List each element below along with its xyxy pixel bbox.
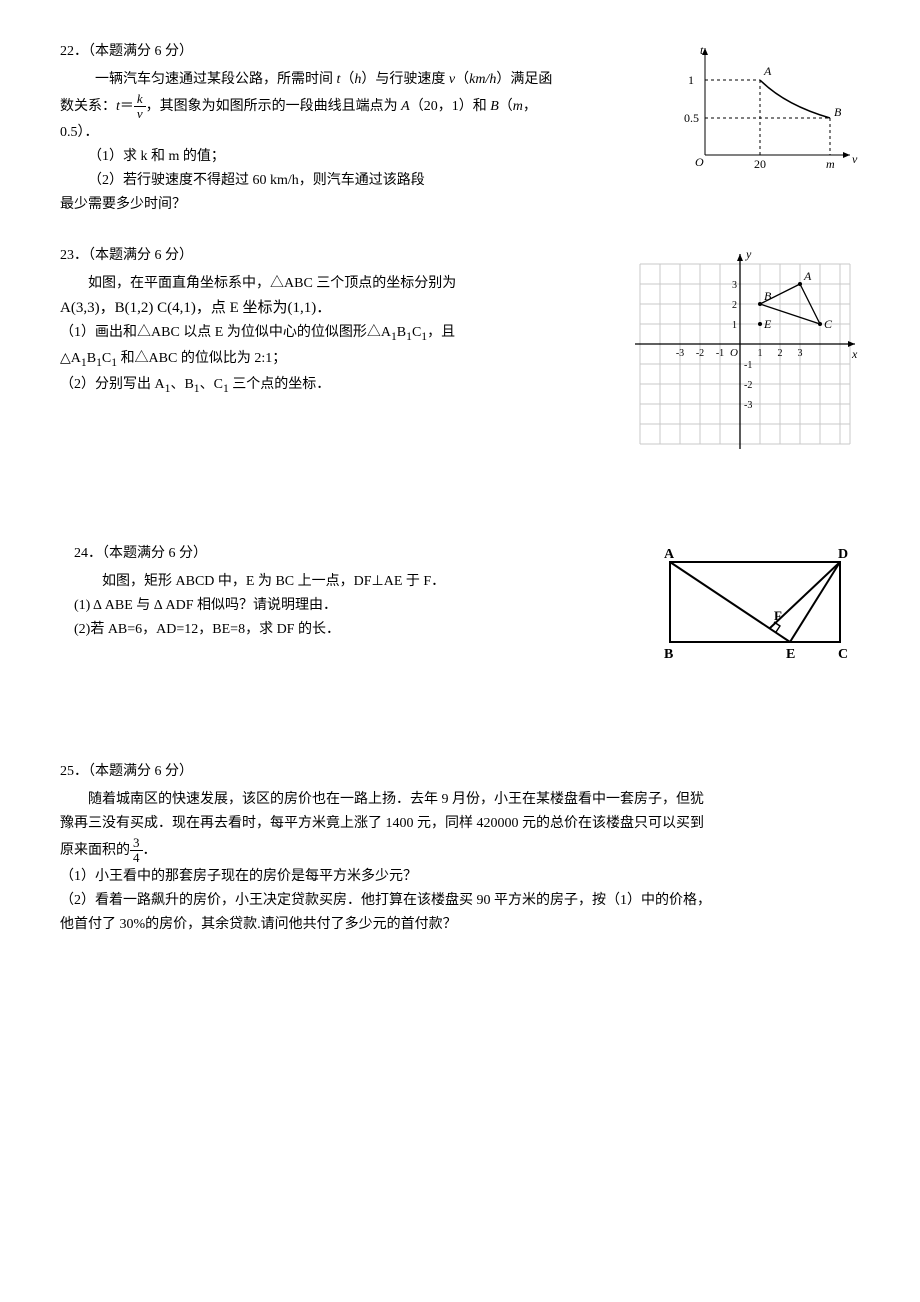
fraction-3-over-4: 34 — [130, 836, 143, 866]
q22-part1: （1）求 k 和 m 的值； — [60, 145, 660, 169]
q24-text: 24．（本题满分 6 分） 如图，矩形 ABCD 中，E 为 BC 上一点，DF… — [60, 542, 630, 641]
q22-header: 22．（本题满分 6 分） — [60, 40, 660, 64]
svg-text:x: x — [851, 347, 858, 361]
question-22: 22．（本题满分 6 分） 一辆汽车匀速通过某段公路，所需时间 t（h）与行驶速… — [60, 40, 860, 216]
q22-line3: 0.5）． — [60, 121, 660, 145]
svg-text:0.5: 0.5 — [684, 111, 699, 125]
svg-text:1: 1 — [732, 320, 737, 331]
svg-text:B: B — [764, 289, 772, 303]
q24-figure: A D B C E F — [650, 542, 860, 672]
svg-text:A: A — [763, 64, 772, 78]
q22-figure: t v O 1 0.5 20 m A B — [680, 40, 860, 180]
svg-text:-3: -3 — [676, 348, 684, 359]
q23-figure: -3 -2 -1 1 2 3 1 2 3 -1 -2 -3 O x y A — [630, 244, 860, 454]
q24-part2: (2)若 AB=6，AD=12，BE=8，求 DF 的长． — [60, 618, 630, 642]
question-24: 24．（本题满分 6 分） 如图，矩形 ABCD 中，E 为 BC 上一点，DF… — [60, 542, 860, 672]
q24-line1: 如图，矩形 ABCD 中，E 为 BC 上一点，DF⊥AE 于 F． — [60, 570, 630, 594]
svg-text:y: y — [745, 247, 752, 261]
q24-header: 24．（本题满分 6 分） — [60, 542, 630, 566]
svg-text:E: E — [763, 317, 772, 331]
svg-text:A: A — [664, 547, 675, 562]
q25-line2: 豫再三没有买成．现在再去看时，每平方米竟上涨了 1400 元，同样 420000… — [60, 812, 860, 836]
svg-text:m: m — [826, 157, 835, 171]
q25-line3: 原来面积的34． — [60, 836, 860, 866]
svg-text:E: E — [786, 647, 795, 662]
svg-text:-3: -3 — [744, 400, 752, 411]
svg-text:2: 2 — [778, 348, 783, 359]
svg-text:2: 2 — [732, 300, 737, 311]
svg-text:-1: -1 — [744, 360, 752, 371]
svg-text:D: D — [838, 547, 848, 562]
q25-part2: （2）看着一路飙升的房价，小王决定贷款买房．他打算在该楼盘买 90 平方米的房子… — [60, 889, 860, 913]
question-23: 23．（本题满分 6 分） 如图，在平面直角坐标系中，△ABC 三个顶点的坐标分… — [60, 244, 860, 454]
svg-text:1: 1 — [758, 348, 763, 359]
q25-part2b: 他首付了 30%的房价，其余贷款.请问他共付了多少元的首付款？ — [60, 913, 860, 937]
svg-text:F: F — [774, 608, 782, 623]
svg-text:B: B — [664, 647, 673, 662]
fraction-k-over-v: kv — [134, 92, 146, 122]
q23-header: 23．（本题满分 6 分） — [60, 244, 610, 268]
q25-part1: （1）小王看中的那套房子现在的房价是每平方米多少元？ — [60, 865, 860, 889]
svg-text:C: C — [838, 647, 848, 662]
question-25: 25．（本题满分 6 分） 随着城南区的快速发展，该区的房价也在一路上扬．去年 … — [60, 760, 860, 936]
svg-text:1: 1 — [688, 73, 694, 87]
q22-row: 22．（本题满分 6 分） 一辆汽车匀速通过某段公路，所需时间 t（h）与行驶速… — [60, 40, 860, 216]
svg-text:20: 20 — [754, 157, 766, 171]
svg-text:-1: -1 — [716, 348, 724, 359]
q22-svg: t v O 1 0.5 20 m A B — [680, 40, 860, 180]
q24-part1: (1) Δ ABE 与 Δ ADF 相似吗？请说明理由． — [60, 594, 630, 618]
svg-text:O: O — [730, 347, 738, 359]
q23-row: 23．（本题满分 6 分） 如图，在平面直角坐标系中，△ABC 三个顶点的坐标分… — [60, 244, 860, 454]
q24-row: 24．（本题满分 6 分） 如图，矩形 ABCD 中，E 为 BC 上一点，DF… — [60, 542, 860, 672]
q23-part2: （2）分别写出 A1、B1、C1 三个点的坐标． — [60, 373, 610, 399]
svg-text:A: A — [803, 269, 812, 283]
q23-text: 23．（本题满分 6 分） 如图，在平面直角坐标系中，△ABC 三个顶点的坐标分… — [60, 244, 610, 398]
svg-text:-2: -2 — [696, 348, 704, 359]
q22-text: 22．（本题满分 6 分） 一辆汽车匀速通过某段公路，所需时间 t（h）与行驶速… — [60, 40, 660, 216]
svg-text:B: B — [834, 105, 842, 119]
q22-line2: 数关系：t＝kv，其图象为如图所示的一段曲线且端点为 A（20，1）和 B（m， — [60, 92, 660, 122]
q22-line1: 一辆汽车匀速通过某段公路，所需时间 t（h）与行驶速度 v（km/h）满足函 — [60, 68, 660, 92]
q23-part1: （1）画出和△ABC 以点 E 为位似中心的位似图形△A1B1C1，且 — [60, 321, 610, 347]
svg-text:C: C — [824, 317, 833, 331]
q24-svg: A D B C E F — [650, 542, 860, 672]
q22-part2b: 最少需要多少时间？ — [60, 193, 660, 217]
svg-text:3: 3 — [732, 280, 737, 291]
svg-text:v: v — [852, 152, 858, 166]
q23-part1-line2: △A1B1C1 和△ABC 的位似比为 2:1； — [60, 347, 610, 373]
q22-part2: （2）若行驶速度不得超过 60 km/h，则汽车通过该路段 — [60, 169, 660, 193]
q25-line1: 随着城南区的快速发展，该区的房价也在一路上扬．去年 9 月份，小王在某楼盘看中一… — [60, 788, 860, 812]
q23-svg: -3 -2 -1 1 2 3 1 2 3 -1 -2 -3 O x y A — [630, 244, 860, 454]
svg-text:O: O — [695, 155, 704, 169]
q25-header: 25．（本题满分 6 分） — [60, 760, 860, 784]
svg-text:-2: -2 — [744, 380, 752, 391]
q23-line2: A(3,3)，B(1,2) C(4,1)，点 E 坐标为(1,1)． — [60, 296, 610, 322]
q23-line1: 如图，在平面直角坐标系中，△ABC 三个顶点的坐标分别为 — [60, 272, 610, 296]
svg-text:3: 3 — [798, 348, 803, 359]
